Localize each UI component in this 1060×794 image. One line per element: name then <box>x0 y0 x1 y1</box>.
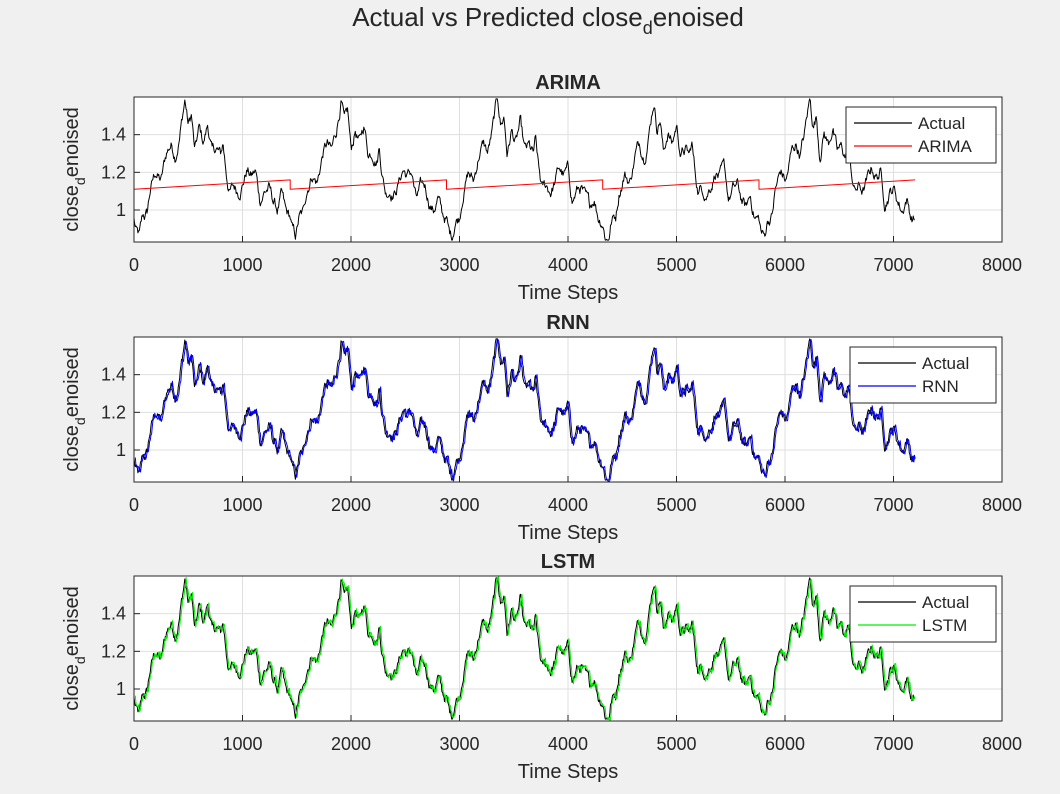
x-tick-label: 6000 <box>765 255 805 275</box>
series-line-actual <box>133 98 915 241</box>
y-tick-label: 1.2 <box>101 641 126 661</box>
y-tick-label: 1.4 <box>101 125 126 145</box>
legend-box <box>849 346 997 404</box>
x-tick-label: 7000 <box>873 495 913 515</box>
legend-box <box>845 106 997 164</box>
x-tick-label: 2000 <box>331 255 371 275</box>
x-tick-label: 2000 <box>331 495 371 515</box>
legend-label-lstm: LSTM <box>922 616 967 635</box>
y-tick-label: 1 <box>116 200 126 220</box>
series-line-rnn <box>134 338 916 483</box>
x-tick-label: 0 <box>129 255 139 275</box>
legend: Actual ARIMA <box>845 106 997 164</box>
x-tick-label: 5000 <box>656 255 696 275</box>
legend-label-actual: Actual <box>922 354 969 373</box>
panel-title: LSTM <box>541 551 595 573</box>
series-line-actual <box>133 577 915 720</box>
x-tick-label: 4000 <box>548 255 588 275</box>
x-tick-label: 3000 <box>439 495 479 515</box>
y-axis-label: closedenoised <box>61 107 88 232</box>
x-tick-label: 2000 <box>331 734 371 754</box>
y-tick-label: 1.4 <box>101 365 126 385</box>
x-tick-label: 6000 <box>765 734 805 754</box>
y-tick-label: 1.4 <box>101 604 126 624</box>
legend-box <box>849 585 997 643</box>
legend-label-arima: ARIMA <box>918 137 973 156</box>
series-line-actual <box>133 338 915 481</box>
panel-lstm: 0 1000 2000 3000 4000 5000 6000 7000 8000 1 1.2 1.4… <box>61 551 1022 783</box>
legend-label-actual: Actual <box>918 114 965 133</box>
x-tick-label: 6000 <box>765 495 805 515</box>
y-tick-label: 1.2 <box>101 162 126 182</box>
legend: Actual LSTM <box>849 585 997 643</box>
y-axis-label: closedenoised <box>61 586 88 711</box>
x-tick-label: 3000 <box>439 255 479 275</box>
x-tick-label: 1000 <box>222 734 262 754</box>
y-tick-label: 1 <box>116 679 126 699</box>
figure-title: Actual vs Predicted closedenoised <box>352 2 744 38</box>
series-line-arima <box>133 179 916 190</box>
x-tick-label: 0 <box>129 734 139 754</box>
x-tick-label: 5000 <box>656 495 696 515</box>
x-axis-label: Time Steps <box>518 761 618 783</box>
panel-title: ARIMA <box>535 72 601 94</box>
y-tick-label: 1.2 <box>101 402 126 422</box>
x-tick-label: 0 <box>129 495 139 515</box>
legend-label-rnn: RNN <box>922 377 959 396</box>
series-line-lstm <box>134 576 916 722</box>
y-tick-label: 1 <box>116 440 126 460</box>
panel-arima: 0 1000 2000 3000 4000 5000 6000 7000 8000 1 1.2 1.4… <box>61 72 1022 304</box>
panel-title: RNN <box>546 312 589 334</box>
x-tick-label: 1000 <box>222 255 262 275</box>
x-axis-label: Time Steps <box>518 282 618 304</box>
x-tick-label: 8000 <box>982 495 1022 515</box>
legend: Actual RNN <box>849 346 997 404</box>
x-tick-label: 7000 <box>873 255 913 275</box>
legend-label-actual: Actual <box>922 593 969 612</box>
x-tick-label: 8000 <box>982 734 1022 754</box>
x-tick-label: 4000 <box>548 734 588 754</box>
x-axis-label: Time Steps <box>518 522 618 544</box>
x-tick-label: 4000 <box>548 495 588 515</box>
x-tick-label: 8000 <box>982 255 1022 275</box>
panel-rnn: 0 1000 2000 3000 4000 5000 6000 7000 8000 1 1.2 1.4… <box>61 312 1022 544</box>
x-tick-label: 5000 <box>656 734 696 754</box>
x-tick-label: 3000 <box>439 734 479 754</box>
x-tick-label: 7000 <box>873 734 913 754</box>
y-axis-label: closedenoised <box>61 347 88 472</box>
x-tick-label: 1000 <box>222 495 262 515</box>
